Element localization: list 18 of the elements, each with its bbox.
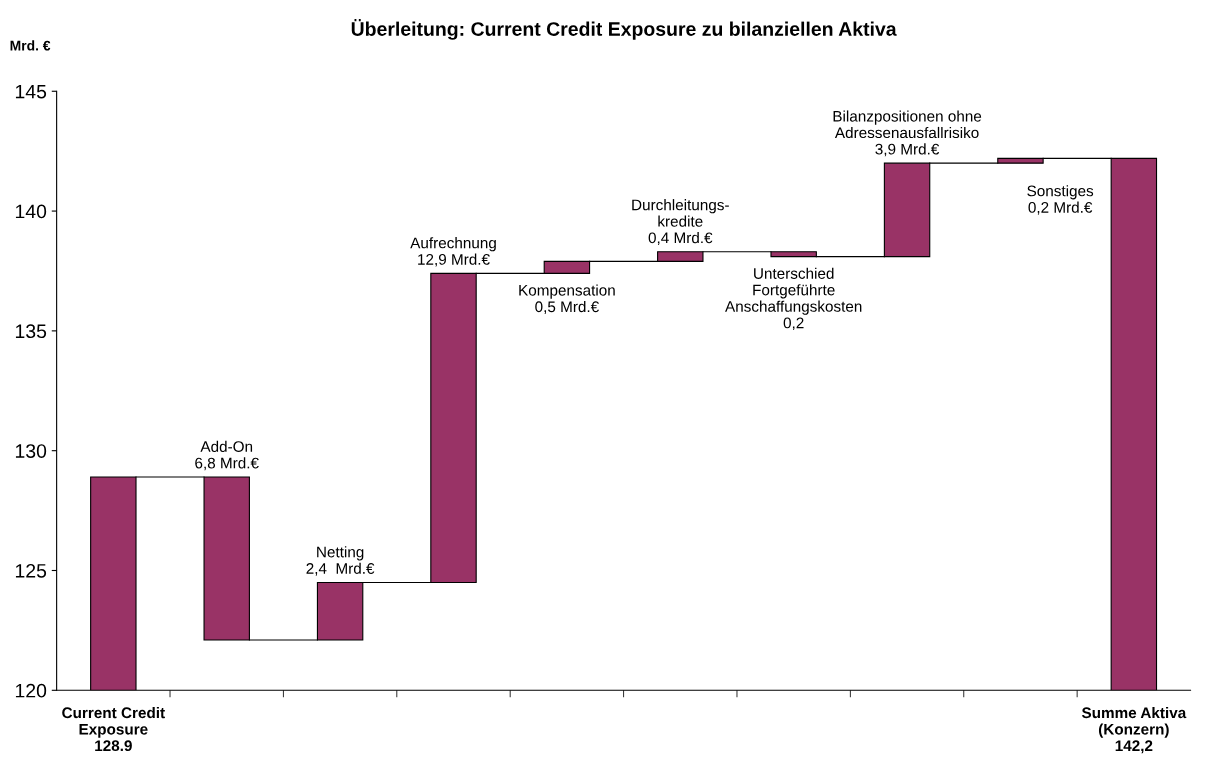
y-tick-label: 125	[15, 563, 47, 578]
annotation: Aufrechnung 12,9 Mrd.€	[410, 237, 496, 267]
chart-title: Überleitung: Current Credit Exposure zu bilanziellen Aktiva	[351, 19, 897, 40]
y-tick-label: 140	[15, 204, 47, 219]
y-tick-label: 145	[15, 84, 47, 99]
annotation: Durchleitungs- kredite 0,4 Mrd.€	[632, 199, 729, 246]
annotation: Netting 2,4 Mrd.€	[306, 546, 375, 576]
y-tick-label: 135	[15, 324, 47, 339]
x-tick-label: Current Credit Exposure 128.9	[62, 706, 165, 752]
x-tick-label: Summe Aktiva (Konzern) 142,2	[1081, 706, 1187, 754]
annotation: Sonstiges 0,2 Mrd.€	[1027, 185, 1094, 215]
y-tick-label: 120	[15, 683, 47, 698]
annotation: Bilanzpositionen ohne Adressenausfallrisiko 3,9 Mrd.€	[833, 110, 982, 157]
annotation: Unterschied Fortgeführte Anschaffungskosten 0,2	[725, 267, 862, 331]
annotation: Kompensation 0,5 Mrd.€	[519, 284, 615, 314]
y-tick-label: 130	[15, 444, 47, 458]
y-axis-title: Mrd. €	[10, 40, 51, 51]
annotation: Add-On 6,8 Mrd.€	[195, 440, 259, 471]
